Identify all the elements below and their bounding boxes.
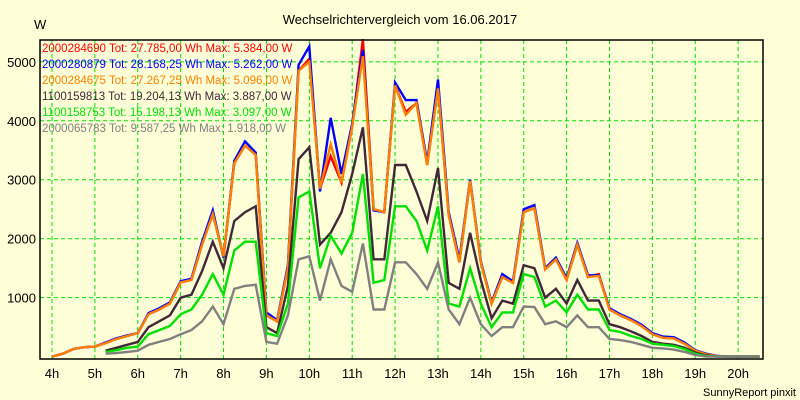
x-tick-label: 15h (513, 366, 535, 381)
legend-entry-2000284675: 2000284675 Tot: 27.267,25 Wh Max: 5.096,… (42, 75, 293, 87)
x-tick-label: 6h (131, 366, 145, 381)
legend: 2000284690 Tot: 27.785,00 Wh Max: 5.384,… (42, 43, 293, 135)
x-tick-label: 9h (259, 366, 273, 381)
series-line-1100158753 (105, 173, 760, 358)
axis-ticks: 4h 5h 6h 7h 8h 9h 10h 11h 12h 13h 14h 15h 16h 17h 18h 1… (7, 55, 749, 381)
y-tick-label: 3000 (7, 173, 36, 188)
x-tick-label: 8h (216, 366, 230, 381)
y-tick-label: 2000 (7, 232, 36, 247)
x-tick-label: 4h (45, 366, 59, 381)
grid (40, 40, 763, 359)
series-line-2000284675 (51, 56, 760, 358)
x-tick-label: 18h (642, 366, 664, 381)
x-tick-label: 14h (470, 366, 492, 381)
y-tick-label: 1000 (7, 291, 36, 306)
legend-entry-2000065783: 2000065783 Tot: 9.587,25 Wh Max: 1.918,0… (42, 123, 286, 135)
series-line-2000065783 (105, 243, 760, 358)
y-tick-label: 4000 (7, 114, 36, 129)
x-tick-label: 12h (384, 366, 406, 381)
chart-title: Wechselrichtervergleich vom 16.06.2017 (283, 12, 518, 27)
x-tick-label: 20h (727, 366, 749, 381)
legend-entry-1100158753: 1100158753 Tot: 15.198,13 Wh Max: 3.097,… (42, 107, 292, 119)
y-axis-label: W (34, 17, 47, 32)
legend-entry-1100159813: 1100159813 Tot: 19.204,13 Wh Max: 3.887,… (42, 91, 292, 103)
plot-frame (39, 39, 764, 360)
footer-credit: SunnyReport pinxit (703, 387, 796, 399)
x-tick-label: 19h (684, 366, 706, 381)
x-tick-label: 10h (298, 366, 320, 381)
x-tick-label: 11h (342, 366, 363, 381)
x-tick-label: 5h (88, 366, 102, 381)
x-tick-label: 16h (556, 366, 578, 381)
series-line-1100159813 (105, 127, 760, 358)
legend-entry-2000284690: 2000284690 Tot: 27.785,00 Wh Max: 5.384,… (42, 43, 293, 55)
legend-entry-2000280879: 2000280879 Tot: 28.168,25 Wh Max: 5.262,… (42, 59, 293, 71)
y-tick-label: 5000 (7, 55, 36, 70)
x-tick-label: 7h (173, 366, 187, 381)
x-tick-label: 17h (599, 366, 621, 381)
series-lines (51, 39, 760, 358)
x-tick-label: 13h (427, 366, 449, 381)
